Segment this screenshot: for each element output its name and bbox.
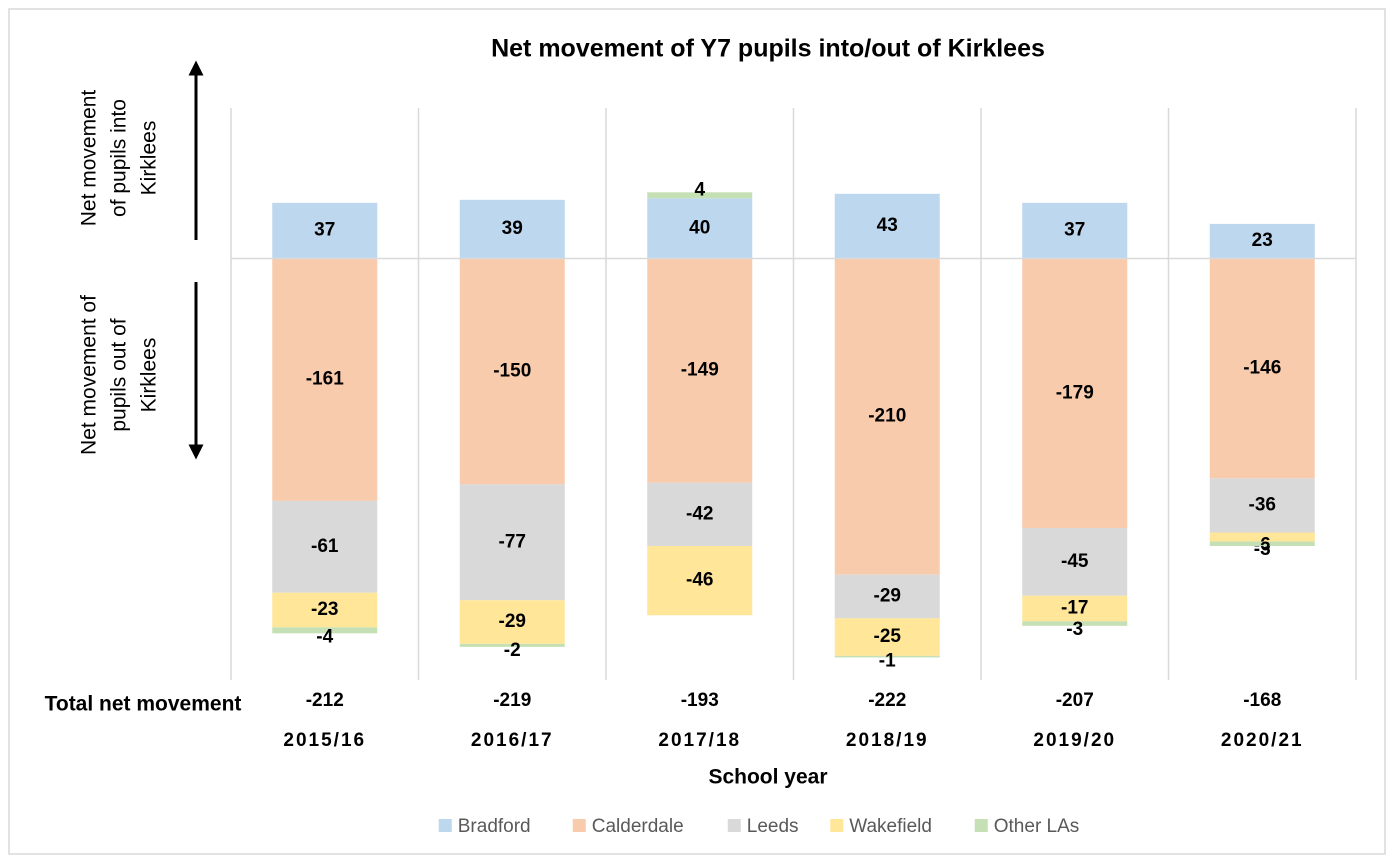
- total-label: -219: [493, 690, 531, 711]
- data-label: -149: [681, 360, 719, 381]
- legend-label: Calderdale: [592, 816, 684, 837]
- bar-segment: [647, 258, 753, 483]
- bar-segment: [272, 258, 378, 501]
- side-annotation: Kirklees: [138, 121, 161, 196]
- x-tick-label: 2017/18: [658, 730, 741, 751]
- data-label: -36: [1249, 494, 1276, 515]
- total-label: -193: [681, 690, 719, 711]
- bar-segment: [1209, 532, 1315, 542]
- total-label: -222: [868, 690, 906, 711]
- bar-segment: [834, 618, 940, 656]
- data-label: 23: [1252, 230, 1273, 251]
- bar-segment: [272, 500, 378, 593]
- bar-segment: [272, 202, 378, 259]
- total-label: -207: [1056, 690, 1094, 711]
- bar-segment: [1209, 258, 1315, 479]
- legend-swatch: [572, 819, 586, 832]
- x-tick-label: 2018/19: [846, 730, 929, 751]
- legend-label: Wakefield: [849, 816, 932, 837]
- bar-segment: [459, 600, 565, 644]
- bar-segment: [1022, 258, 1128, 528]
- x-tick-label: 2019/20: [1033, 730, 1116, 751]
- data-label: -17: [1061, 598, 1088, 619]
- data-label: -179: [1056, 382, 1094, 403]
- data-label: 4: [694, 179, 705, 200]
- data-label: 40: [689, 217, 710, 238]
- legend-swatch: [438, 819, 452, 832]
- bar-segment: [834, 574, 940, 619]
- bar-segment: [1209, 223, 1315, 259]
- bar-segment: [647, 482, 753, 547]
- data-label: -3: [1254, 539, 1271, 560]
- legend-swatch: [830, 819, 844, 832]
- data-label: 39: [502, 218, 523, 239]
- side-annotation: of pupils into: [108, 99, 131, 217]
- bar-segment: [834, 655, 940, 658]
- bar-segment: [1022, 202, 1128, 259]
- data-label: -161: [306, 369, 344, 390]
- bar-segment: [1022, 527, 1128, 596]
- data-label: -46: [686, 570, 713, 591]
- legend-label: Other LAs: [994, 816, 1080, 837]
- bar-segment: [1022, 621, 1128, 626]
- data-label: -3: [1066, 619, 1083, 640]
- bar-segment: [459, 643, 565, 647]
- bar-segment: [459, 199, 565, 259]
- bar-segment: [1209, 541, 1315, 547]
- data-label: -29: [874, 585, 901, 606]
- data-label: -25: [874, 626, 902, 647]
- data-label: -23: [311, 599, 338, 620]
- total-label: -168: [1243, 690, 1281, 711]
- bar-segment: [1022, 595, 1128, 622]
- side-annotation: Kirklees: [138, 338, 161, 413]
- bar-segment: [834, 258, 940, 575]
- data-label: -2: [504, 640, 521, 661]
- totals-label: Total net movement: [45, 693, 242, 716]
- bar-segment: [459, 258, 565, 485]
- data-label: -4: [316, 626, 333, 647]
- data-label: -45: [1061, 551, 1089, 572]
- bar-segment: [272, 627, 378, 634]
- data-label: 37: [1064, 220, 1085, 241]
- data-label: -77: [499, 531, 526, 552]
- side-annotation: pupils out of: [108, 318, 131, 431]
- legend-label: Bradford: [458, 816, 531, 837]
- bar-segment: [647, 546, 753, 616]
- data-label: -29: [499, 611, 526, 632]
- data-label: 37: [314, 220, 335, 241]
- bar-segment: [459, 484, 565, 601]
- side-annotation: Net movement of: [78, 295, 101, 455]
- bar-segment: [647, 192, 753, 199]
- legend-swatch: [974, 819, 988, 832]
- data-label: -150: [493, 360, 531, 381]
- total-label: -212: [306, 690, 344, 711]
- data-label: -1: [879, 650, 896, 671]
- x-tick-label: 2015/16: [283, 730, 366, 751]
- bar-segment: [1209, 478, 1315, 533]
- data-label: -61: [311, 536, 339, 557]
- x-tick-label: 2016/17: [471, 730, 554, 751]
- bar-segment: [272, 592, 378, 628]
- data-label: 43: [877, 215, 898, 236]
- data-label: -146: [1243, 357, 1281, 378]
- x-axis-title: School year: [708, 766, 827, 789]
- chart-title: Net movement of Y7 pupils into/out of Ki…: [491, 35, 1045, 63]
- data-label: -42: [686, 503, 713, 524]
- data-label: -210: [868, 406, 906, 427]
- legend-label: Leeds: [747, 816, 799, 837]
- legend-swatch: [727, 819, 741, 832]
- side-annotation: Net movement: [78, 90, 101, 227]
- bar-segment: [834, 193, 940, 259]
- x-tick-label: 2020/21: [1221, 730, 1304, 751]
- bar-segment: [647, 198, 753, 259]
